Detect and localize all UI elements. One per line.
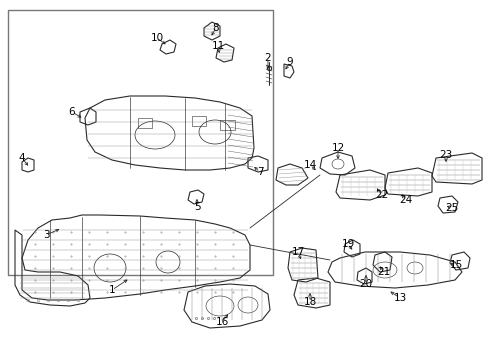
Text: 8: 8 [213, 23, 220, 33]
Text: 25: 25 [445, 203, 459, 213]
Text: 18: 18 [303, 297, 317, 307]
Text: 13: 13 [393, 293, 407, 303]
Text: 7: 7 [257, 167, 263, 177]
Text: 5: 5 [194, 202, 200, 212]
Text: 22: 22 [375, 190, 389, 200]
Text: 6: 6 [69, 107, 75, 117]
Text: 15: 15 [449, 260, 463, 270]
Text: 4: 4 [19, 153, 25, 163]
Text: 11: 11 [211, 41, 224, 51]
Text: 10: 10 [150, 33, 164, 43]
Text: 3: 3 [43, 230, 49, 240]
Text: 16: 16 [216, 317, 229, 327]
Bar [8, 10, 273, 275]
Text: 20: 20 [360, 279, 372, 289]
Text: 1: 1 [109, 285, 115, 295]
Text: 9: 9 [287, 57, 294, 67]
Text: 14: 14 [303, 160, 317, 170]
Text: 23: 23 [440, 150, 453, 160]
Text: 2: 2 [265, 53, 271, 63]
Text: 17: 17 [292, 247, 305, 257]
Text: 19: 19 [342, 239, 355, 249]
Text: 24: 24 [399, 195, 413, 205]
Text: 21: 21 [377, 267, 391, 277]
Text: 12: 12 [331, 143, 344, 153]
